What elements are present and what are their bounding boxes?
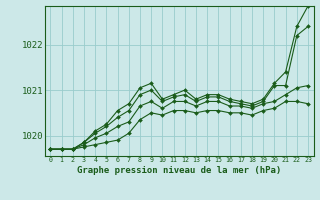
X-axis label: Graphe pression niveau de la mer (hPa): Graphe pression niveau de la mer (hPa)	[77, 166, 281, 175]
